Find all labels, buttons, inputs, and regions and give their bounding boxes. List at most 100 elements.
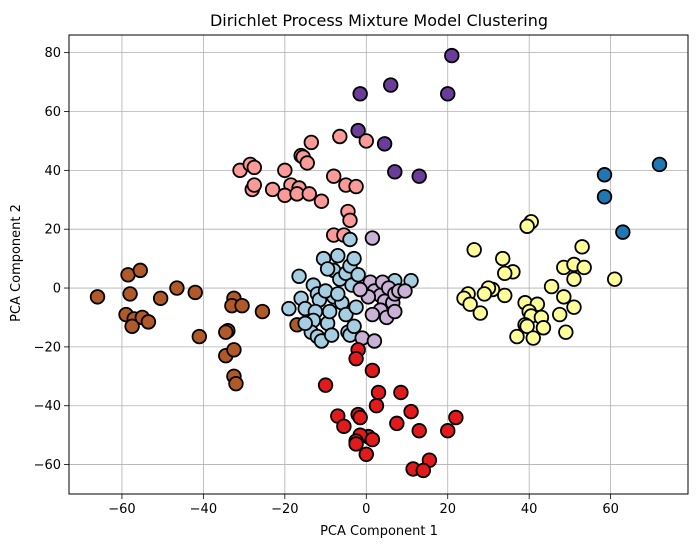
y-tick-label: −60 [34,458,61,473]
cluster-2-point [348,178,364,195]
cluster-7-point [336,418,352,435]
cluster-5-point [387,303,403,320]
cluster-4-point [281,300,297,317]
cluster-0-point [376,136,393,152]
cluster-5-point [364,230,381,246]
cluster-4-point [346,318,362,334]
cluster-4-point [323,327,340,343]
cluster-2-point [301,186,317,202]
y-tick-label: 40 [44,164,61,179]
y-tick-label: −20 [34,340,61,355]
cluster-7-point [393,384,409,401]
cluster-7-point [370,384,387,401]
cluster-2-point [264,181,281,198]
cluster-7-point [368,398,385,414]
data-points [89,47,668,479]
cluster-2-point [299,155,315,171]
cluster-3-point [187,284,203,301]
cluster-7-point [364,362,381,379]
cluster-6-point [558,324,574,340]
cluster-6-point [509,328,525,345]
cluster-2-point [246,177,262,193]
x-tick-label: −20 [271,502,298,517]
cluster-6-point [497,287,513,304]
x-tick-label: 60 [602,502,619,517]
y-tick-label: 0 [53,282,61,297]
cluster-5-point [397,283,413,299]
cluster-3-point [254,303,271,320]
cluster-6-point [566,271,582,287]
plot-frame [68,34,689,495]
cluster-6-point [495,250,511,267]
cluster-2-point [332,128,348,145]
cluster-3-point [140,314,157,330]
axis-ticks: −60 −40 −20 0 20 40 60 −60 −40 −20 0 20 40 60 80 [34,46,619,517]
cluster-3-point [169,280,185,296]
cluster-0-point [350,122,366,139]
cluster-6-point [556,289,572,305]
x-tick-label: −60 [108,502,135,517]
cluster-2-point [342,212,358,229]
cluster-3-point [124,318,140,334]
cluster-3-point [228,375,244,392]
cluster-6-point [476,286,493,302]
cluster-0-point [444,47,460,64]
cluster-4-point [338,306,354,323]
cluster-3-point [226,342,242,358]
cluster-7-point [358,446,374,462]
cluster-5-point [352,281,368,298]
cluster-2-point [277,162,293,179]
cluster-6-point [574,239,590,255]
cluster-7-point [348,350,364,367]
cluster-6-point [576,259,592,276]
cluster-6-point [519,318,535,334]
cluster-4-point [330,286,346,302]
cluster-2-point [303,134,320,151]
cluster-4-point [319,261,336,277]
cluster-3-point [218,324,234,340]
cluster-7-point [317,377,334,393]
cluster-1-point [651,156,668,173]
cluster-4-point [342,231,358,248]
cluster-3-point [152,290,169,307]
y-axis-label: PCA Component 2 [9,204,24,322]
y-tick-label: 20 [44,223,61,238]
cluster-7-point [389,415,405,432]
cluster-0-point [440,86,456,102]
cluster-6-point [606,271,623,287]
cluster-7-point [348,436,364,452]
cluster-4-point [348,299,364,315]
cluster-5-point [366,333,383,349]
cluster-7-point [364,431,381,448]
cluster-6-point [466,242,482,258]
cluster-4-point [291,268,307,284]
cluster-2-point [326,168,342,184]
cluster-3-point [89,289,106,305]
cluster-1-point [596,167,613,183]
y-tick-label: −40 [34,399,61,414]
cluster-6-point [525,330,541,346]
cluster-3-point [191,328,208,345]
x-tick-label: −40 [190,502,217,517]
cluster-5-point [364,306,381,323]
cluster-7-point [448,409,464,426]
cluster-3-point [132,262,148,279]
cluster-1-point [615,224,631,240]
cluster-3-point [122,286,138,302]
cluster-0-point [411,168,427,184]
cluster-4-point [297,315,313,332]
cluster-6-point [543,278,560,295]
cluster-1-point [596,189,613,205]
cluster-2-point [246,159,262,176]
cluster-6-point [472,305,489,321]
cluster-4-point [346,250,362,267]
cluster-2-point [313,193,330,209]
y-tick-label: 60 [44,105,61,120]
cluster-7-point [403,403,419,420]
chart-title: Dirichlet Process Mixture Model Clusteri… [210,11,548,30]
cluster-0-point [352,86,368,102]
cluster-6-point [535,320,552,336]
x-tick-label: 20 [439,502,456,517]
x-axis-label: PCA Component 1 [320,524,438,539]
